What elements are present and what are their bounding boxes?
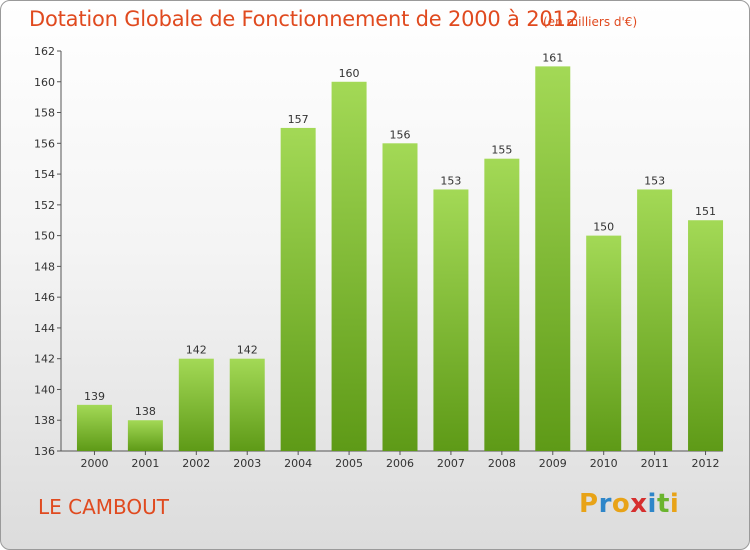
data-label-2011: 153 bbox=[644, 174, 665, 187]
data-label-2005: 160 bbox=[339, 67, 360, 80]
logo-letter: t bbox=[656, 489, 670, 519]
y-tick-label: 148 bbox=[34, 260, 55, 273]
x-tick-label-2001: 2001 bbox=[131, 457, 159, 470]
data-label-2012: 151 bbox=[695, 205, 716, 218]
logo-letter: r bbox=[598, 489, 612, 519]
y-tick-label: 152 bbox=[34, 199, 55, 212]
bar-2008 bbox=[484, 158, 520, 451]
y-tick-label: 146 bbox=[34, 291, 55, 304]
bar-2004 bbox=[280, 127, 316, 451]
x-tick-label-2003: 2003 bbox=[233, 457, 261, 470]
y-tick-label: 150 bbox=[34, 230, 55, 243]
bar-2001 bbox=[127, 420, 163, 451]
y-tick-label: 142 bbox=[34, 353, 55, 366]
commune-name: LE CAMBOUT bbox=[38, 495, 170, 519]
bar-2009 bbox=[535, 66, 571, 451]
bar-2006 bbox=[382, 143, 418, 452]
data-label-2000: 139 bbox=[84, 390, 105, 403]
y-tick-label: 158 bbox=[34, 107, 55, 120]
x-tick-label-2007: 2007 bbox=[437, 457, 465, 470]
bar-2010 bbox=[586, 235, 622, 451]
x-tick-label-2002: 2002 bbox=[182, 457, 210, 470]
proxiti-logo: Proxiti bbox=[579, 489, 679, 519]
x-tick-label-2011: 2011 bbox=[641, 457, 669, 470]
bar-2007 bbox=[433, 189, 469, 451]
axes: 1361381401421441461481501521541561581601… bbox=[34, 45, 723, 470]
bar-2005 bbox=[331, 81, 367, 452]
x-tick-label-2008: 2008 bbox=[488, 457, 516, 470]
y-tick-label: 138 bbox=[34, 414, 55, 427]
y-tick-label: 144 bbox=[34, 322, 55, 335]
data-label-2003: 142 bbox=[237, 344, 258, 357]
x-tick-label-2010: 2010 bbox=[590, 457, 618, 470]
x-tick-label-2004: 2004 bbox=[284, 457, 312, 470]
x-tick-label-2012: 2012 bbox=[692, 457, 720, 470]
data-label-2002: 142 bbox=[186, 344, 207, 357]
logo-letter: x bbox=[630, 489, 648, 519]
x-tick-label-2000: 2000 bbox=[80, 457, 108, 470]
x-tick-label-2006: 2006 bbox=[386, 457, 414, 470]
logo-letter: i bbox=[669, 489, 680, 519]
data-label-2004: 157 bbox=[288, 113, 309, 126]
bars: 139 138 142 142 157 160 156 153 155 161 150 153 151 bbox=[76, 51, 724, 452]
bar-2002 bbox=[178, 358, 214, 451]
x-tick-label-2005: 2005 bbox=[335, 457, 363, 470]
data-label-2010: 150 bbox=[593, 221, 614, 234]
y-tick-label: 140 bbox=[34, 383, 55, 396]
bar-2011 bbox=[637, 189, 673, 451]
data-label-2008: 155 bbox=[491, 144, 512, 157]
y-tick-label: 160 bbox=[34, 76, 55, 89]
data-label-2009: 161 bbox=[542, 51, 563, 64]
data-label-2001: 138 bbox=[135, 405, 156, 418]
y-tick-label: 156 bbox=[34, 137, 55, 150]
chart-unit: (en milliers d'€) bbox=[543, 15, 638, 29]
chart-title: Dotation Globale de Fonctionnement de 20… bbox=[29, 7, 579, 31]
y-tick-label: 136 bbox=[34, 445, 55, 458]
y-tick-label: 154 bbox=[34, 168, 55, 181]
logo-letter: P bbox=[579, 489, 599, 519]
x-tick-label-2009: 2009 bbox=[539, 457, 567, 470]
y-tick-label: 162 bbox=[34, 45, 55, 58]
data-label-2006: 156 bbox=[390, 128, 411, 141]
bar-2000 bbox=[76, 404, 112, 451]
bar-2003 bbox=[229, 358, 265, 451]
data-label-2007: 153 bbox=[440, 174, 461, 187]
logo-letter: i bbox=[647, 489, 657, 519]
bar-2012 bbox=[688, 220, 724, 451]
logo-letter: o bbox=[611, 489, 631, 519]
